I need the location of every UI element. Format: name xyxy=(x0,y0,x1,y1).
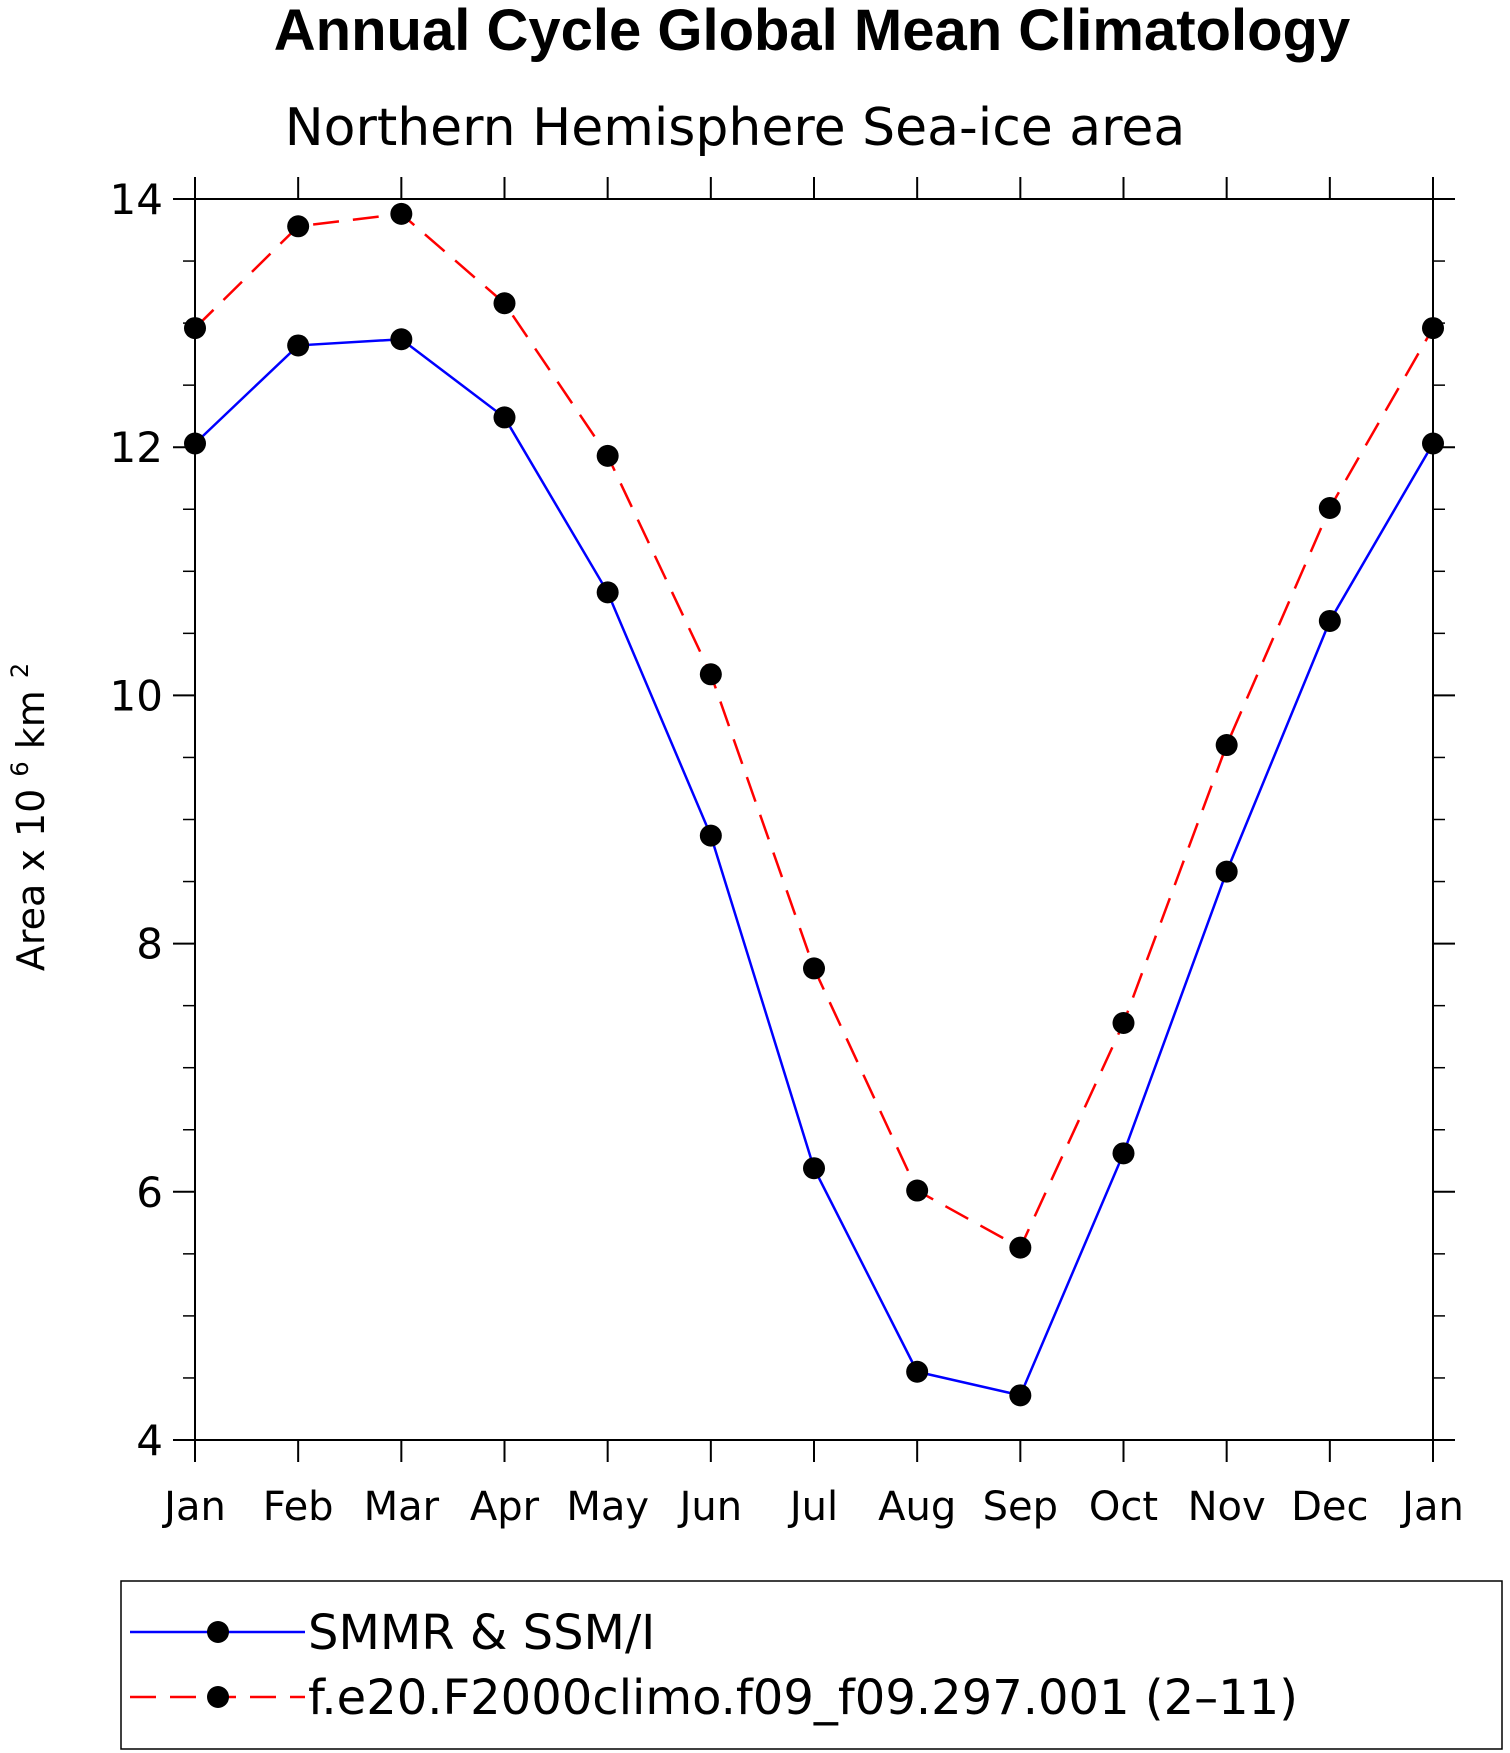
data-point-series-2 xyxy=(699,663,722,686)
x-tick-label: May xyxy=(566,1484,649,1530)
y-tick-label: 6 xyxy=(136,1168,163,1217)
data-point-series-1 xyxy=(699,824,722,847)
data-point-series-1 xyxy=(287,334,310,357)
data-point-series-2 xyxy=(906,1179,929,1202)
data-point-series-2 xyxy=(803,957,825,980)
legend-marker-2 xyxy=(207,1686,229,1708)
data-point-series-1 xyxy=(1422,432,1444,455)
data-point-series-2 xyxy=(596,444,619,467)
x-tick-label: Mar xyxy=(364,1484,440,1530)
data-point-series-1 xyxy=(803,1157,825,1180)
data-point-series-1 xyxy=(1215,860,1238,883)
x-tick-label: Apr xyxy=(470,1484,540,1530)
data-point-series-1 xyxy=(184,432,206,455)
data-point-series-2 xyxy=(493,292,516,315)
data-point-series-1 xyxy=(596,581,619,604)
chart-subtitle: Northern Hemisphere Sea-ice area xyxy=(285,98,1186,158)
legend-box xyxy=(120,1580,1503,1750)
x-tick-label: Dec xyxy=(1291,1484,1368,1530)
series-line-2 xyxy=(194,212,1435,1250)
series-layer xyxy=(184,202,1444,1407)
data-point-series-2 xyxy=(184,317,206,340)
x-tick-label: Sep xyxy=(983,1484,1058,1530)
data-point-series-2 xyxy=(1422,317,1444,340)
series-line-1 xyxy=(194,337,1435,1397)
x-tick-label: Jun xyxy=(677,1484,743,1530)
data-point-series-1 xyxy=(906,1360,929,1383)
y-axis-label: Area x 10 6 km 2 xyxy=(0,663,53,971)
axes: Jan Feb Mar Apr May Jun Jul Aug Sep Oct Nov Dec Jan 4… xyxy=(110,175,1464,1530)
y-tick-label: 10 xyxy=(110,671,163,720)
y-axis-label-unit: km xyxy=(9,690,53,749)
data-point-series-2 xyxy=(1112,1012,1135,1035)
y-tick-label: 4 xyxy=(136,1416,163,1465)
legend-label-1: SMMR & SSM/I xyxy=(308,1605,655,1661)
x-tick-label: Jul xyxy=(787,1484,838,1530)
data-point-series-2 xyxy=(390,202,413,225)
x-tick-label: Nov xyxy=(1188,1484,1266,1530)
data-point-series-1 xyxy=(1009,1384,1032,1407)
legend: SMMR & SSM/I f.e20.F2000climo.f09_f09.297… xyxy=(130,1605,1298,1726)
data-point-series-2 xyxy=(1318,497,1341,520)
data-point-series-2 xyxy=(1215,734,1238,757)
x-tick-label: Oct xyxy=(1089,1484,1158,1530)
x-tick-label: Aug xyxy=(878,1484,956,1530)
data-point-series-1 xyxy=(493,406,516,429)
data-point-series-1 xyxy=(1318,609,1341,632)
data-point-series-2 xyxy=(287,215,310,238)
x-tick-label: Jan xyxy=(161,1484,226,1530)
x-tick-label: Jan xyxy=(1399,1484,1464,1530)
data-point-series-2 xyxy=(1009,1236,1032,1259)
legend-marker-1 xyxy=(207,1621,229,1643)
chart-title: Annual Cycle Global Mean Climatology xyxy=(274,0,1350,63)
data-point-series-1 xyxy=(390,328,413,351)
y-axis-label-exponent-2: 2 xyxy=(6,663,34,678)
y-tick-label: 12 xyxy=(110,423,163,472)
y-tick-label: 8 xyxy=(136,920,163,969)
x-tick-label: Feb xyxy=(263,1484,334,1530)
y-axis-label-base: Area x 10 xyxy=(9,789,53,971)
y-axis-label-exponent-1: 6 xyxy=(6,761,34,776)
legend-label-2: f.e20.F2000climo.f09_f09.297.001 (2–11) xyxy=(308,1670,1298,1726)
data-point-series-1 xyxy=(1112,1142,1135,1165)
y-tick-label: 14 xyxy=(110,175,163,224)
